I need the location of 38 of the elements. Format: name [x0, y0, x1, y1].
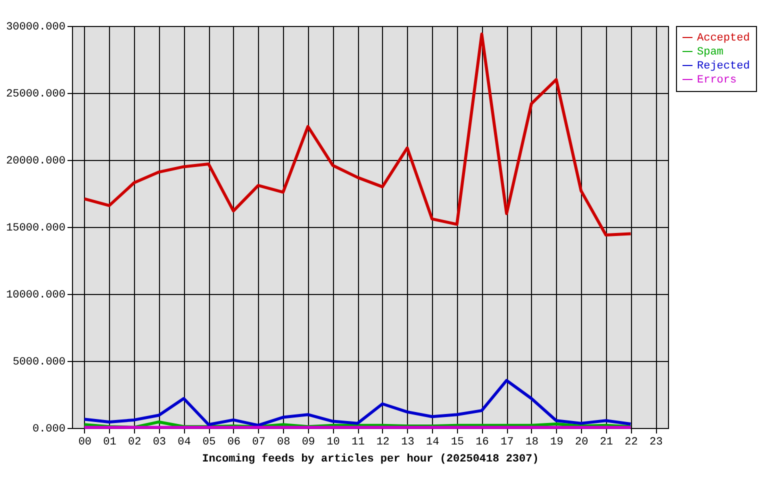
- x-tick-label: 11: [351, 436, 366, 448]
- x-tick-label: 07: [252, 436, 266, 448]
- x-axis-title: Incoming feeds by articles per hour (20250418 2307): [202, 452, 539, 466]
- y-tick-label: 15000.000: [6, 222, 66, 234]
- x-tick-label: 13: [401, 436, 414, 448]
- legend-label: Spam: [697, 46, 724, 58]
- x-tick-label: 15: [450, 436, 464, 448]
- y-tick-label: 5000.000: [12, 356, 66, 368]
- x-tick-label: 12: [376, 436, 390, 448]
- legend-label: Rejected: [697, 60, 750, 72]
- x-tick-label: 19: [550, 436, 564, 448]
- line-series: [82, 32, 632, 237]
- x-tick-label: 05: [202, 436, 216, 448]
- x-tick-label: 09: [302, 436, 316, 448]
- x-tick-label: 08: [276, 436, 290, 448]
- x-tick-label: 02: [128, 436, 142, 448]
- x-tick-label: 10: [326, 436, 340, 448]
- x-tick-label: 17: [500, 436, 514, 448]
- x-tick-label: 06: [227, 436, 241, 448]
- y-tick-label: 0.000: [32, 424, 66, 436]
- x-tick-label: 14: [426, 436, 440, 448]
- x-tick-label: 20: [574, 436, 588, 448]
- x-tick-label: 21: [600, 436, 614, 448]
- x-tick-label: 01: [103, 436, 117, 448]
- x-tick-label: 23: [649, 436, 663, 448]
- legend-label: Accepted: [697, 32, 750, 44]
- x-tick-label: 16: [476, 436, 489, 448]
- y-tick-label: 10000.000: [6, 290, 66, 302]
- x-tick-label: 22: [624, 436, 638, 448]
- x-tick-label: 00: [78, 436, 92, 448]
- y-tick-label: 20000.000: [6, 156, 66, 168]
- line-series: [82, 378, 632, 427]
- y-tick-label: 30000.000: [6, 22, 66, 34]
- legend-label: Errors: [697, 74, 737, 86]
- x-tick-label: 03: [152, 436, 166, 448]
- x-tick-label: 18: [525, 436, 539, 448]
- x-tick-label: 04: [178, 436, 192, 448]
- y-tick-label: 25000.000: [6, 88, 66, 100]
